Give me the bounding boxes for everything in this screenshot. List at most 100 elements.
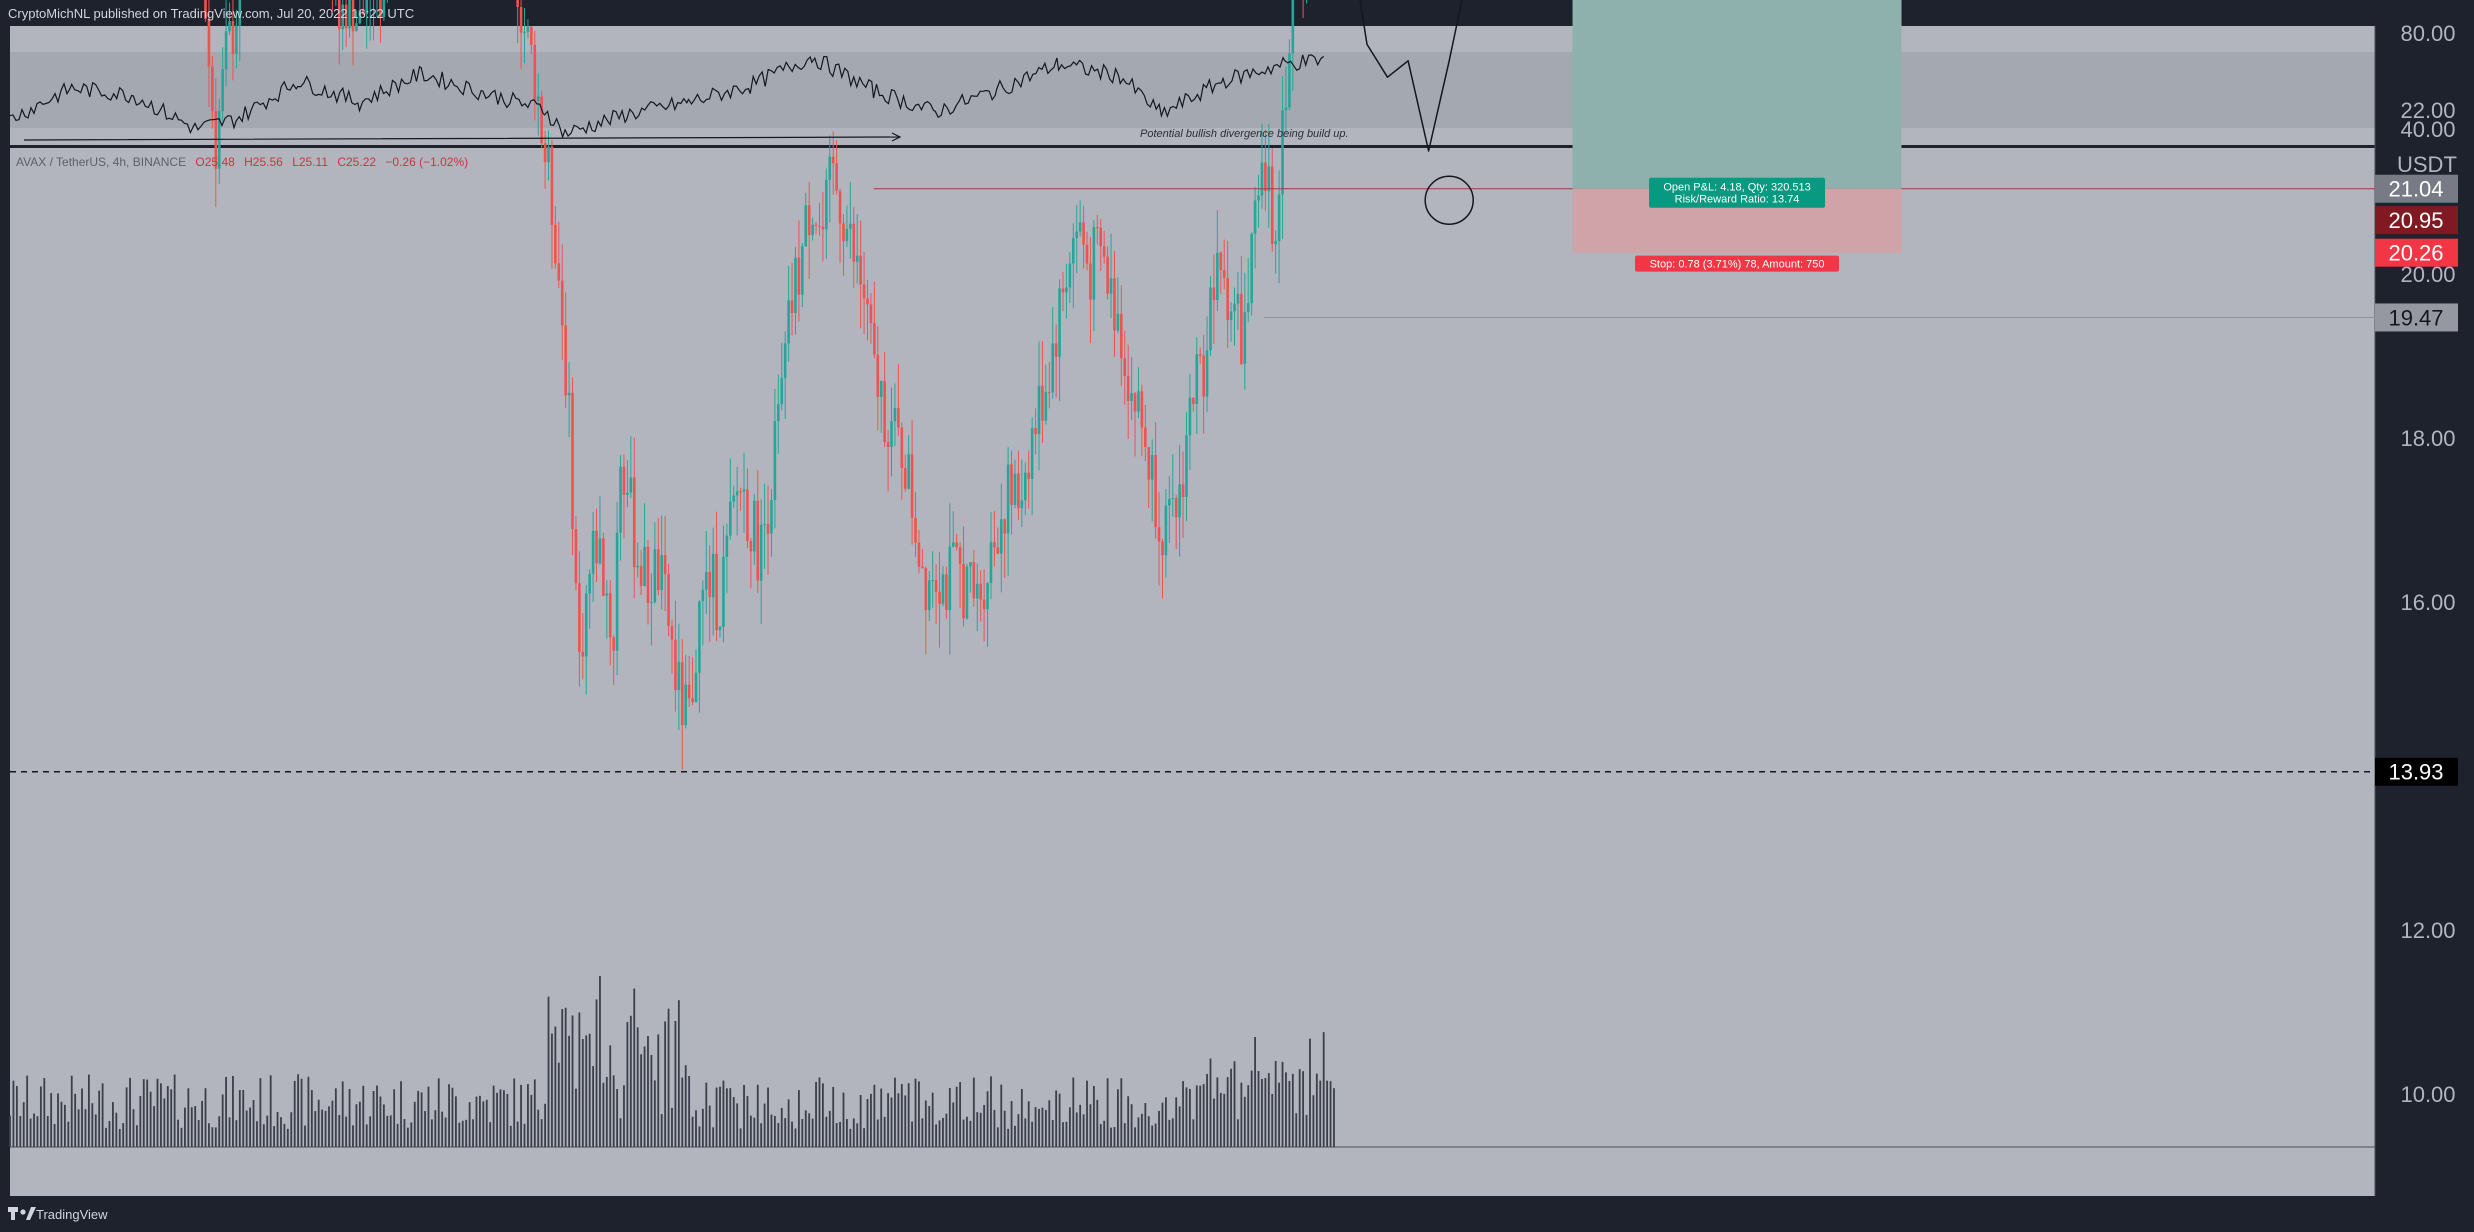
volume-bar [1151, 1125, 1154, 1147]
candle [1171, 454, 1175, 517]
position-tool[interactable]: Target: 10.72 (50.95%) 1072, Amount: 443… [1572, 0, 1902, 272]
volume-bar [852, 1118, 855, 1147]
volume-bar [935, 1124, 937, 1147]
volume-bar [430, 1119, 433, 1147]
volume-bar [22, 1102, 25, 1147]
volume-bar [822, 1083, 824, 1147]
candle [869, 293, 873, 344]
volume-bar [1329, 1081, 1332, 1147]
candle [691, 657, 694, 706]
volume-bar [1322, 1032, 1325, 1147]
volume-bar [773, 1115, 776, 1147]
candle [835, 140, 838, 195]
volume-bar [386, 1115, 389, 1147]
target-zone[interactable] [1572, 0, 1902, 189]
candle [656, 518, 660, 596]
volume-bar [945, 1113, 948, 1147]
candle [571, 377, 574, 556]
candle [1253, 186, 1257, 269]
volume-bar [712, 1127, 715, 1147]
volume-bar [578, 1012, 581, 1147]
volume-bar [962, 1119, 965, 1147]
circle-marker[interactable] [1424, 175, 1474, 225]
candle [1051, 307, 1055, 399]
volume-bar [1291, 1073, 1294, 1147]
volume-bar [84, 1109, 87, 1147]
volume-bar [266, 1115, 269, 1147]
x-tick-label: Aug [1553, 1158, 1592, 1183]
candle [1037, 341, 1041, 471]
candle [718, 626, 722, 638]
volume-bar [424, 1111, 426, 1147]
volume-bars [9, 975, 1335, 1147]
volume-bar [1161, 1102, 1164, 1147]
volume-bar [1075, 1112, 1078, 1147]
volume-bar [81, 1088, 83, 1147]
candle [1123, 330, 1127, 405]
candle [879, 380, 883, 433]
candle [945, 566, 948, 619]
volume-bar [163, 1098, 166, 1147]
volume-bar [499, 1089, 502, 1147]
candle [838, 188, 842, 264]
projection-path[interactable] [1326, 0, 1614, 152]
volume-bar [39, 1086, 42, 1147]
volume-bar [348, 1088, 351, 1147]
candle [595, 508, 598, 582]
candle [344, 0, 348, 48]
legend-open: O25.48 [195, 155, 235, 169]
volume-bar [256, 1121, 258, 1147]
candle [996, 527, 1000, 555]
volume-bar [914, 1078, 917, 1147]
volume-bar [108, 1120, 111, 1147]
volume-bar [1285, 1072, 1287, 1147]
volume-bar [379, 1096, 382, 1147]
volume-bar [1020, 1089, 1023, 1147]
volume-bar [605, 1076, 608, 1147]
candle [540, 90, 543, 149]
volume-bar [211, 1127, 214, 1147]
volume-bar [173, 1074, 176, 1147]
candle [1195, 337, 1199, 434]
volume-bar [136, 1125, 138, 1147]
volume-bar [1072, 1077, 1075, 1147]
svg-text:Open P&L: 4.18, Qty: 320.513: Open P&L: 4.18, Qty: 320.513 [1663, 182, 1810, 194]
candle [938, 552, 941, 648]
candle [1006, 447, 1010, 576]
volume-bar [846, 1119, 848, 1147]
volume-bar [232, 1075, 234, 1147]
volume-bar [612, 1075, 615, 1147]
volume-bar [204, 1088, 207, 1147]
volume-bar [554, 1026, 557, 1147]
volume-bar [523, 1123, 526, 1147]
candle [382, 0, 386, 22]
candle [516, 0, 519, 44]
volume-bar [640, 1054, 643, 1147]
footer-brand: TradingView [36, 1207, 108, 1222]
volume-bar [551, 1033, 553, 1147]
candle [893, 383, 897, 447]
volume-bar [1271, 1093, 1274, 1147]
candle [1277, 170, 1281, 284]
volume-bar [1312, 1095, 1315, 1147]
candle [842, 214, 845, 276]
volume-bar [928, 1105, 931, 1147]
volume-bar [67, 1121, 70, 1147]
candle [1157, 492, 1161, 586]
time-axis[interactable]: 23 Jun 13 21 Jul 11 19 Aug 15 23 Sep [121, 1158, 2229, 1183]
candle [1233, 287, 1236, 346]
candle [770, 489, 773, 557]
candle [1246, 258, 1250, 323]
volume-bar [376, 1085, 378, 1147]
candle [1147, 446, 1151, 509]
volume-bar [146, 1079, 149, 1147]
candle [574, 515, 578, 591]
candle [1082, 205, 1085, 269]
volume-bar [132, 1109, 135, 1147]
volume-bar [1216, 1077, 1219, 1147]
candle [1288, 39, 1291, 111]
candle [228, 2, 231, 36]
candle [1113, 250, 1116, 357]
candle [787, 265, 790, 362]
candle [1209, 276, 1212, 356]
